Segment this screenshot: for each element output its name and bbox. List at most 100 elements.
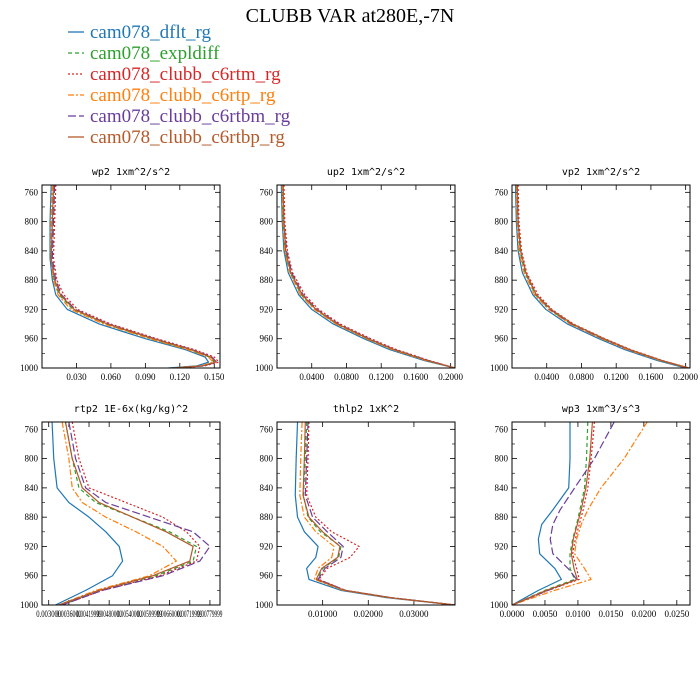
x-tick-label: 0.00719999 (177, 609, 202, 619)
x-tick-label: 0.060 (101, 372, 122, 382)
x-tick-label: 0.090 (135, 372, 156, 382)
x-tick-label: 0.1600 (639, 372, 664, 382)
x-tick-label: 0.120 (170, 372, 191, 382)
y-tick-label: 800 (260, 217, 274, 227)
panel-title: vp2 1xm^2/s^2 (562, 167, 640, 178)
y-tick-label: 880 (25, 512, 39, 522)
series-line (50, 185, 214, 368)
y-tick-label: 760 (25, 187, 39, 197)
series-line (516, 185, 690, 368)
x-tick-label: 0.00599999 (137, 609, 162, 619)
x-tick-label: 0.00480000 (97, 609, 122, 619)
legend-label: cam078_clubb_c6rtm_rg (90, 64, 281, 85)
y-tick-label: 1000 (255, 600, 274, 610)
series-line (58, 422, 194, 605)
y-tick-label: 920 (260, 541, 274, 551)
y-tick-label: 760 (495, 187, 509, 197)
x-tick-label: 0.0000 (500, 609, 525, 619)
x-tick-label: 0.01000 (308, 609, 338, 619)
legend-entry: cam078_clubb_c6rtbm_rg (68, 106, 291, 127)
legend-label: cam078_clubb_c6rtbp_rg (90, 127, 285, 148)
panel-1: wp2 1xm^2/s^2 760 800 840 880 920 960 1000 0.030… (20, 167, 225, 382)
panel-frame (41, 184, 221, 369)
legend: cam078_dflt_rgcam078_expldiffcam078_club… (68, 22, 291, 148)
y-tick-label: 880 (25, 275, 39, 285)
figure-title: CLUBB VAR at280E,-7N (246, 5, 455, 27)
y-tick-label: 840 (25, 246, 39, 256)
y-tick-label: 800 (25, 454, 39, 464)
y-tick-label: 800 (495, 454, 509, 464)
panel-frame (41, 421, 221, 606)
y-tick-label: 1000 (255, 363, 274, 373)
series-line (304, 422, 455, 605)
y-tick-label: 880 (495, 275, 509, 285)
legend-entry: cam078_dflt_rg (68, 22, 212, 43)
x-tick-label: 0.030 (66, 372, 87, 382)
series-group (512, 422, 648, 605)
panel-title: up2 1xm^2/s^2 (327, 167, 405, 178)
series-group (280, 185, 455, 368)
legend-label: cam078_clubb_c6rtp_rg (90, 85, 276, 106)
series-line (512, 422, 571, 605)
panel-frame (511, 421, 691, 606)
series-line (512, 422, 589, 605)
series-line (302, 422, 455, 605)
series-line (512, 422, 594, 605)
panel-title: thlp2 1xK^2 (333, 404, 399, 415)
series-line (61, 422, 198, 605)
panel-frame (276, 184, 456, 369)
panel-title: wp3 1xm^3/s^3 (562, 404, 640, 415)
x-tick-label: 0.0250 (664, 609, 689, 619)
y-tick-label: 800 (260, 454, 274, 464)
legend-entry: cam078_expldiff (68, 43, 220, 64)
x-tick-label: 0.003000 (36, 609, 61, 619)
y-tick-label: 760 (495, 424, 509, 434)
legend-entry: cam078_clubb_c6rtp_rg (68, 85, 276, 106)
y-tick-label: 1000 (490, 600, 509, 610)
x-tick-label: 0.1600 (404, 372, 429, 382)
y-tick-label: 760 (260, 424, 274, 434)
x-tick-label: 0.0400 (534, 372, 559, 382)
x-tick-label: 0.1200 (369, 372, 394, 382)
x-tick-label: 0.00419999 (77, 609, 102, 619)
x-tick-label: 0.02000 (354, 609, 384, 619)
x-tick-label: 0.0100 (566, 609, 591, 619)
series-line (52, 185, 220, 368)
x-tick-label: 0.0150 (599, 609, 624, 619)
x-tick-label: 0.0050 (533, 609, 558, 619)
x-tick-label: 0.0400 (299, 372, 324, 382)
legend-label: cam078_clubb_c6rtbm_rg (90, 106, 291, 127)
series-group (51, 422, 211, 605)
y-tick-label: 840 (25, 483, 39, 493)
y-tick-label: 960 (495, 571, 509, 581)
x-tick-label: 0.0800 (334, 372, 359, 382)
series-line (514, 185, 686, 368)
series-line (50, 185, 215, 368)
y-tick-label: 1000 (20, 363, 39, 373)
x-tick-label: 0.00660000 (157, 609, 182, 619)
x-tick-label: 0.03000 (399, 609, 429, 619)
y-tick-label: 960 (25, 334, 39, 344)
series-line (61, 422, 211, 605)
y-tick-label: 960 (25, 571, 39, 581)
y-tick-label: 840 (260, 483, 274, 493)
y-tick-label: 840 (495, 483, 509, 493)
x-tick-label: 0.00779999 (197, 609, 222, 619)
x-tick-label: 0.2000 (438, 372, 463, 382)
y-tick-label: 920 (495, 541, 509, 551)
series-line (299, 422, 455, 605)
series-line (50, 185, 217, 368)
y-tick-label: 1000 (490, 363, 509, 373)
panel-title: wp2 1xm^2/s^2 (92, 167, 170, 178)
series-group (294, 422, 455, 605)
series-line (512, 422, 596, 605)
x-tick-label: 0.1200 (604, 372, 629, 382)
panel-5: thlp2 1xK^2 760 800 840 880 920 960 1000 0.01000… (255, 404, 456, 619)
y-tick-label: 840 (495, 246, 509, 256)
y-tick-label: 880 (495, 512, 509, 522)
y-tick-label: 1000 (20, 600, 39, 610)
panel-2: up2 1xm^2/s^2 760 800 840 880 920 960 1000 0.040… (255, 167, 464, 382)
y-tick-label: 920 (25, 304, 39, 314)
y-tick-label: 800 (25, 217, 39, 227)
